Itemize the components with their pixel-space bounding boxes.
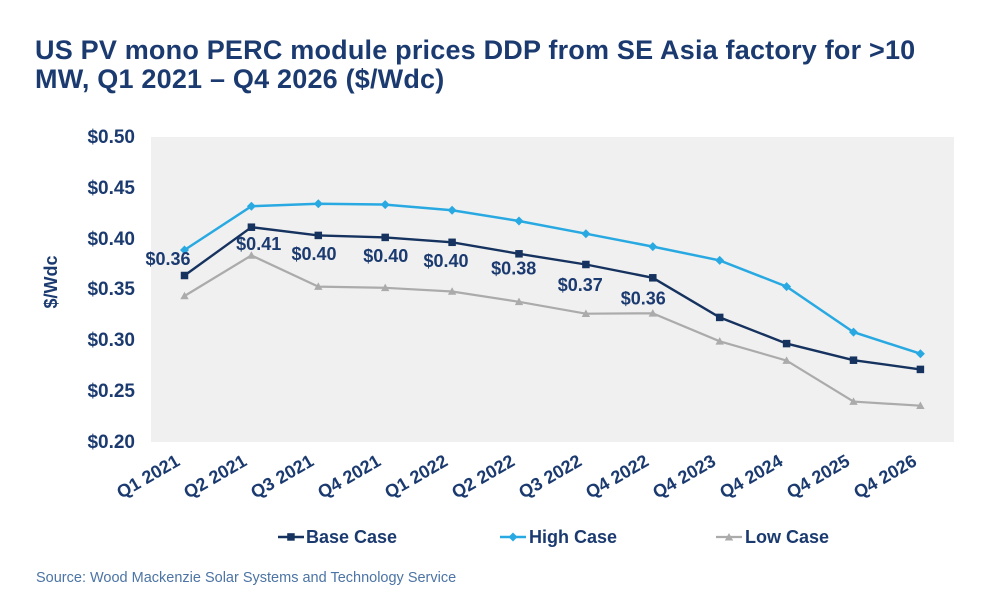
svg-text:Base Case: Base Case [306, 527, 397, 547]
svg-text:$0.45: $0.45 [87, 178, 135, 199]
svg-text:Q2 2022: Q2 2022 [448, 451, 518, 503]
svg-text:Q4 2026: Q4 2026 [850, 451, 920, 503]
svg-text:$0.38: $0.38 [491, 259, 536, 279]
svg-text:Q4 2025: Q4 2025 [783, 451, 853, 503]
svg-text:Q1 2022: Q1 2022 [381, 451, 451, 503]
svg-text:$0.40: $0.40 [87, 229, 135, 250]
svg-text:Q4 2021: Q4 2021 [314, 451, 384, 503]
svg-text:$0.36: $0.36 [145, 249, 190, 269]
svg-text:High Case: High Case [529, 527, 617, 547]
svg-text:$0.36: $0.36 [621, 289, 666, 309]
svg-text:$0.40: $0.40 [291, 244, 336, 264]
svg-text:$0.20: $0.20 [87, 432, 135, 453]
svg-text:Q3 2022: Q3 2022 [515, 451, 585, 503]
svg-text:$0.25: $0.25 [87, 381, 135, 402]
svg-text:Q4 2022: Q4 2022 [582, 451, 652, 503]
svg-text:$0.37: $0.37 [558, 275, 603, 295]
svg-text:$0.40: $0.40 [423, 251, 468, 271]
svg-text:Q1 2021: Q1 2021 [113, 451, 183, 503]
svg-text:$0.41: $0.41 [236, 234, 281, 254]
svg-text:$0.50: $0.50 [87, 127, 135, 148]
svg-text:Q4 2023: Q4 2023 [649, 451, 719, 503]
svg-text:$0.40: $0.40 [363, 246, 408, 266]
svg-text:Q3 2021: Q3 2021 [247, 451, 317, 503]
svg-text:Q2 2021: Q2 2021 [180, 451, 250, 503]
svg-text:$/Wdc: $/Wdc [41, 255, 61, 308]
svg-text:Q4 2024: Q4 2024 [716, 451, 786, 503]
svg-text:$0.30: $0.30 [87, 330, 135, 351]
svg-text:Low Case: Low Case [745, 527, 829, 547]
svg-text:$0.35: $0.35 [87, 279, 135, 300]
